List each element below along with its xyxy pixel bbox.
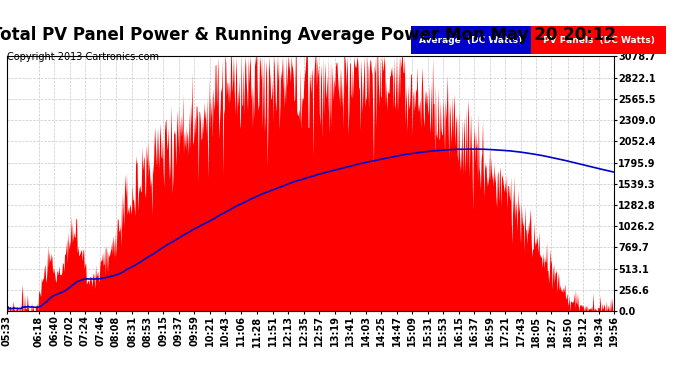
Text: Average  (DC Watts): Average (DC Watts) xyxy=(420,36,522,45)
Text: Copyright 2013 Cartronics.com: Copyright 2013 Cartronics.com xyxy=(7,53,159,63)
Text: PV Panels  (DC Watts): PV Panels (DC Watts) xyxy=(542,36,655,45)
Text: Total PV Panel Power & Running Average Power Mon May 20 20:12: Total PV Panel Power & Running Average P… xyxy=(0,26,616,44)
